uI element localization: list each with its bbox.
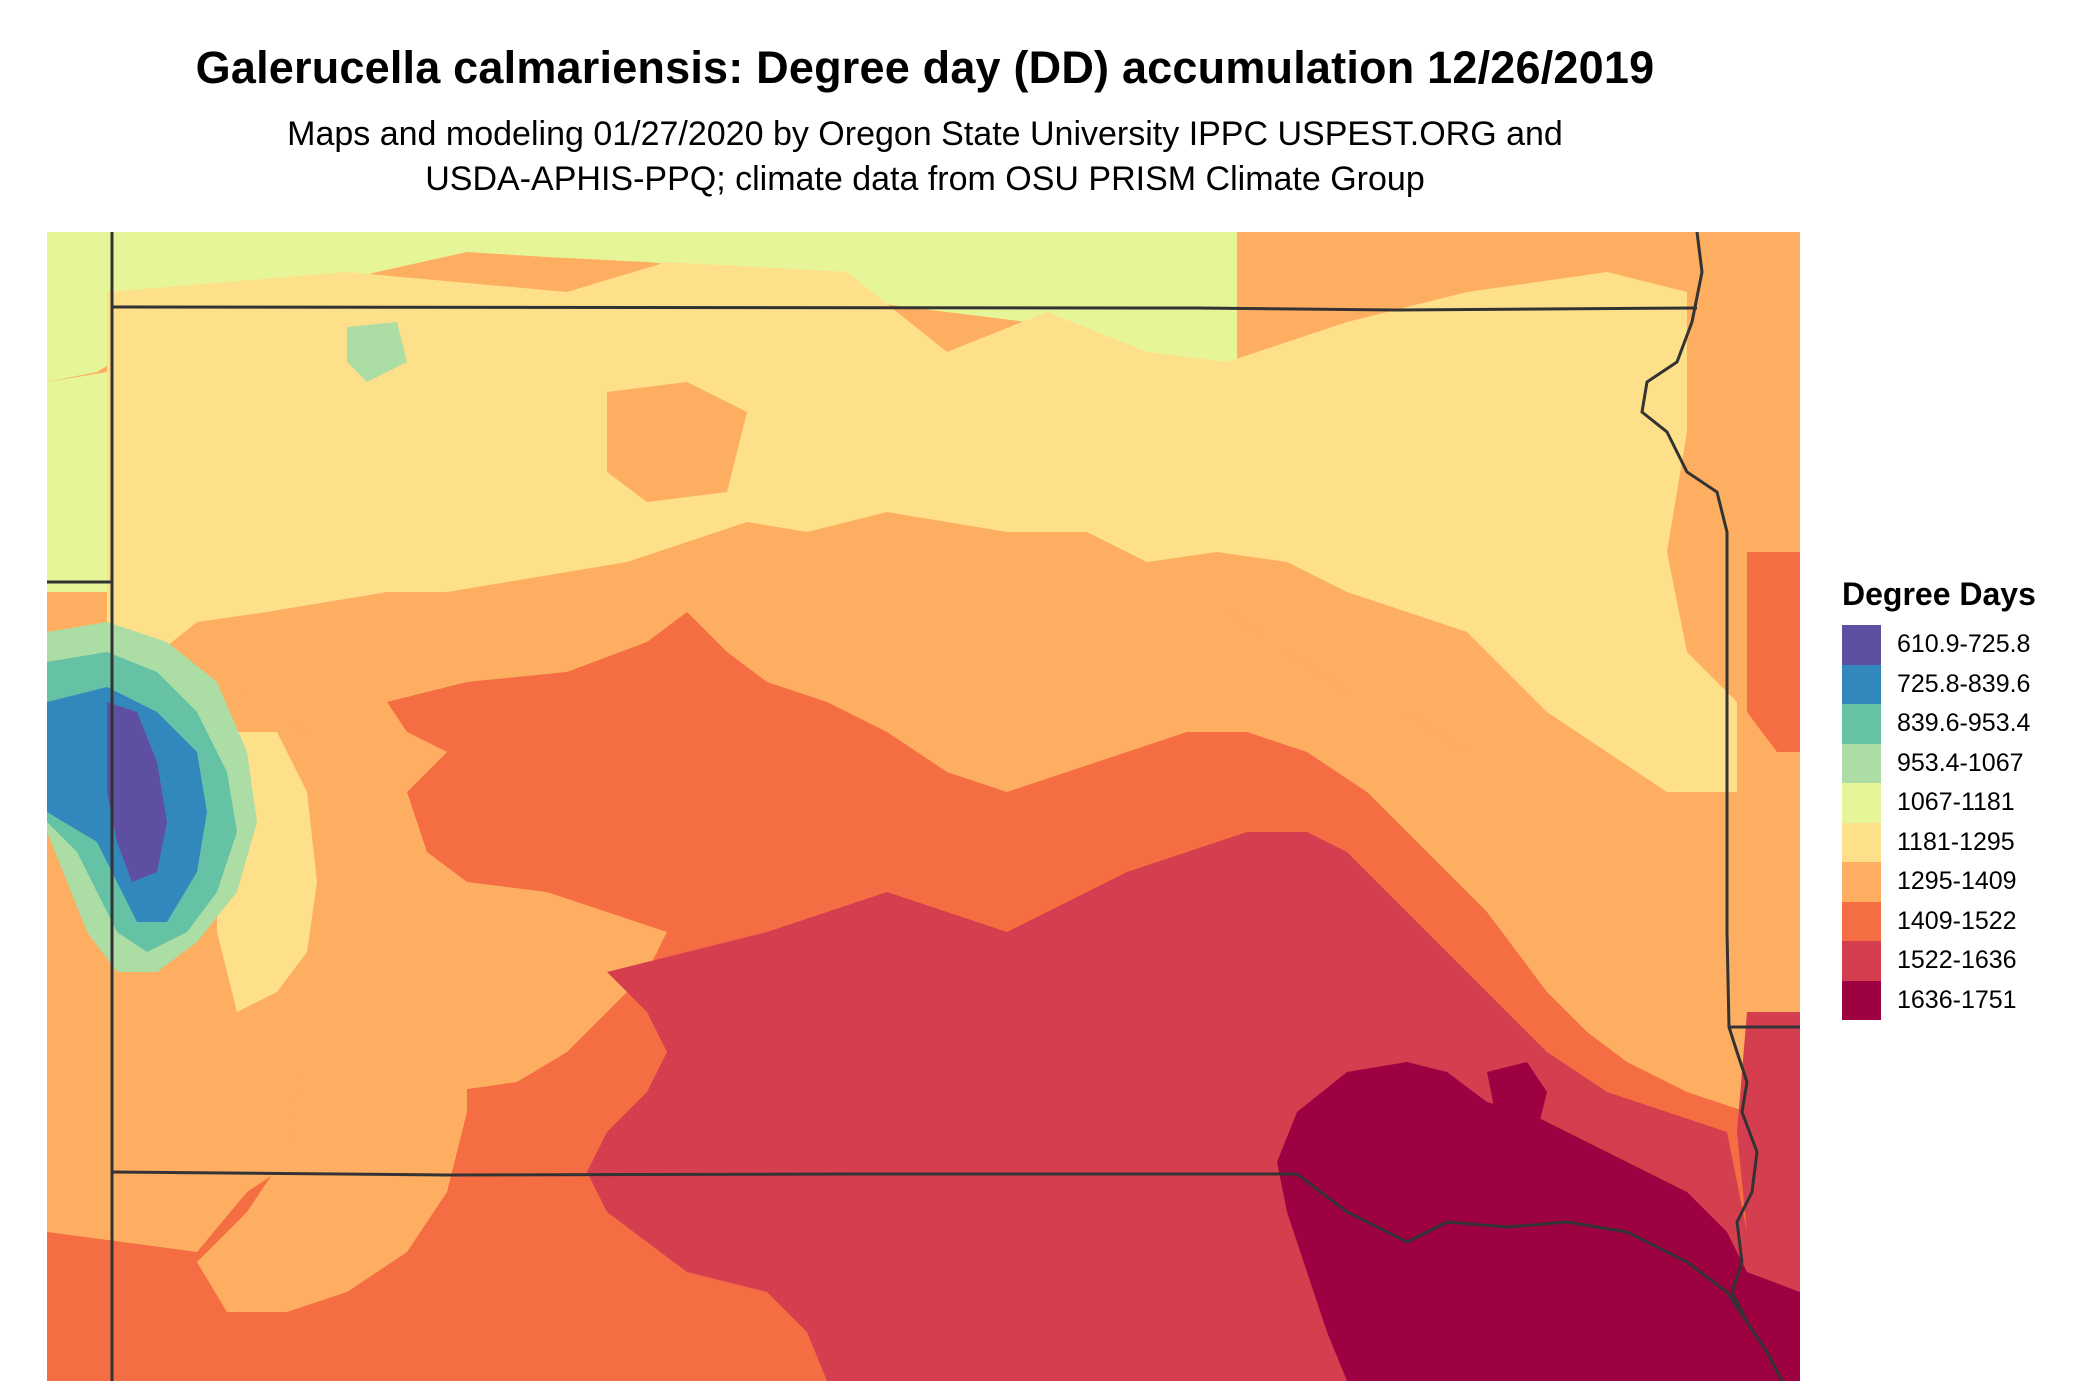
north-border [111, 305, 1698, 312]
legend-item: 953.4-1067 [1842, 743, 2082, 783]
map-title: Galerucella calmariensis: Degree day (DD… [195, 42, 1655, 93]
legend-label: 839.6-953.4 [1897, 709, 2031, 738]
subtitle-line-1: Maps and modeling 01/27/2020 by Oregon S… [287, 115, 1563, 153]
legend-label: 1067-1181 [1897, 788, 2015, 817]
zone-953-1067-north-spot [347, 322, 407, 382]
legend-item: 1409-1522 [1842, 901, 2082, 941]
legend-swatch [1842, 625, 1881, 665]
legend-item: 1636-1751 [1842, 980, 2082, 1020]
map-subtitle: Maps and modeling 01/27/2020 by Oregon S… [0, 112, 1850, 202]
legend-swatch [1842, 704, 1881, 744]
east-border [1640, 232, 1800, 1029]
legend-title: Degree Days [1842, 576, 2036, 612]
zone-610-725-west [107, 702, 167, 882]
legend-items: 610.9-725.8 725.8-839.6 839.6-953.4 953.… [1842, 625, 2082, 1020]
map-legend: Degree Days 610.9-725.8 725.8-839.6 839.… [1842, 576, 2082, 1020]
legend-swatch [1842, 664, 1881, 704]
legend-swatch [1842, 783, 1881, 823]
legend-label: 1181-1295 [1897, 827, 2015, 856]
east-river-border [1727, 1026, 1759, 1323]
zone-1409-1522-east-lobe [1747, 552, 1800, 752]
zone-1295-1409-north-patch [607, 382, 747, 502]
legend-label: 1636-1751 [1897, 985, 2017, 1014]
legend-swatch [1842, 822, 1881, 862]
legend-item: 1295-1409 [1842, 862, 2082, 902]
subtitle-line-2: USDA-APHIS-PPQ; climate data from OSU PR… [425, 160, 1425, 198]
degree-day-map [47, 232, 1800, 1381]
legend-item: 1067-1181 [1842, 783, 2082, 823]
legend-swatch [1842, 901, 1881, 941]
legend-swatch [1842, 743, 1881, 783]
legend-label: 1522-1636 [1897, 946, 2017, 975]
legend-swatch [1842, 862, 1881, 902]
zone-1067-1181-north [47, 232, 1237, 432]
legend-item: 610.9-725.8 [1842, 625, 2082, 665]
legend-swatch [1842, 941, 1881, 981]
zone-1636-1751-southeast [1277, 1062, 1800, 1381]
zone-1181-1295-north [107, 262, 1737, 792]
zone-1295-1409-south-pocket [197, 1012, 467, 1312]
legend-item: 725.8-839.6 [1842, 664, 2082, 704]
zone-1067-1181-west [47, 372, 107, 592]
zone-1636-1751-patch [1487, 1062, 1547, 1132]
legend-swatch [1842, 980, 1881, 1020]
legend-label: 1295-1409 [1897, 867, 2017, 896]
legend-item: 839.6-953.4 [1842, 704, 2082, 744]
legend-label: 953.4-1067 [1897, 748, 2024, 777]
state-boundaries [47, 232, 1800, 1381]
legend-label: 1409-1522 [1897, 906, 2017, 935]
legend-item: 1522-1636 [1842, 941, 2082, 981]
legend-label: 725.8-839.6 [1897, 669, 2031, 698]
legend-item: 1181-1295 [1842, 822, 2082, 862]
legend-label: 610.9-725.8 [1897, 630, 2031, 659]
